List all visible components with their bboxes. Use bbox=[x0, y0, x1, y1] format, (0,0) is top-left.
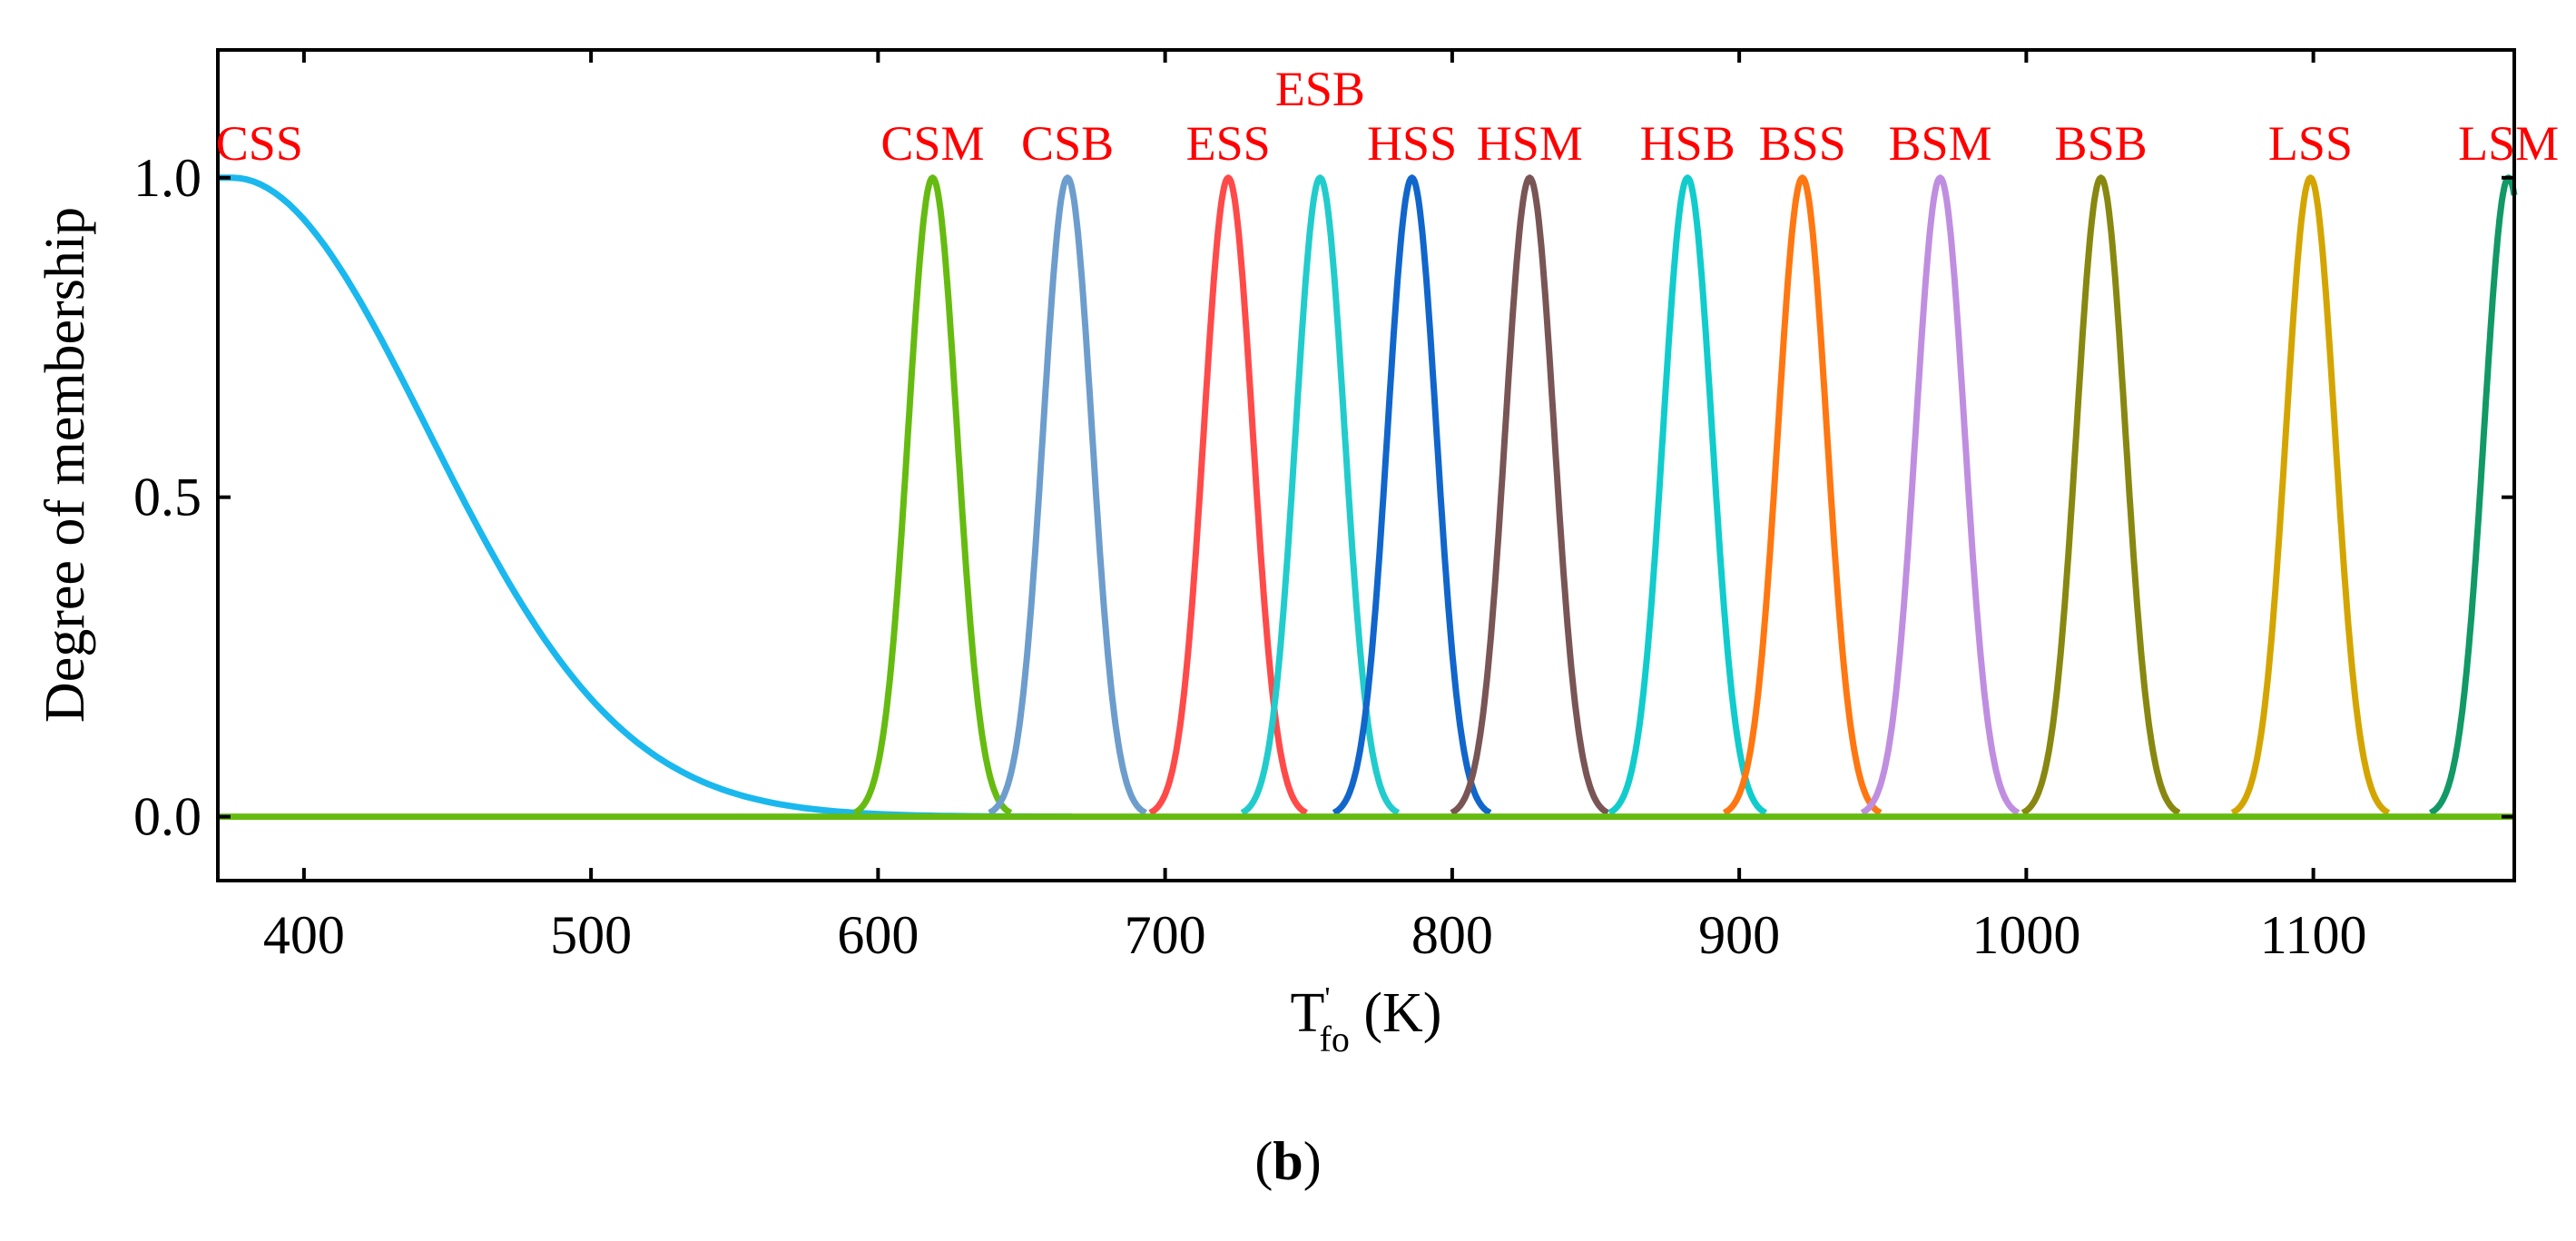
x-tick-label-700: 700 bbox=[1125, 905, 1206, 965]
x-axis-title: T' fo (K) bbox=[1291, 981, 1442, 1059]
figure-caption: (b) bbox=[0, 1130, 2576, 1193]
x-tick-label-400: 400 bbox=[263, 905, 345, 965]
series-curve-esb bbox=[1240, 174, 1401, 816]
series-curve-hss bbox=[1332, 174, 1492, 816]
curve-label-csb: CSB bbox=[1021, 116, 1114, 171]
series-curve-bsb bbox=[2020, 174, 2181, 816]
x-tick-label-800: 800 bbox=[1411, 905, 1493, 965]
series-curve-ess bbox=[1148, 174, 1309, 816]
curve-label-hsb: HSB bbox=[1640, 116, 1735, 171]
y-tick-label-1: 1.0 bbox=[133, 148, 202, 208]
series-curve-csm bbox=[852, 174, 1013, 816]
y-tick-labels: 0.0 0.5 1.0 bbox=[133, 148, 202, 847]
curve-label-hss: HSS bbox=[1367, 116, 1457, 171]
curve-label-bsm: BSM bbox=[1888, 116, 1991, 171]
series-curves bbox=[218, 174, 2518, 821]
x-tick-labels: 400 500 600 700 800 900 1000 1100 bbox=[263, 905, 2367, 965]
x-tick-label-500: 500 bbox=[550, 905, 632, 965]
axis-ticks bbox=[218, 50, 2514, 881]
curve-label-csm: CSM bbox=[880, 116, 984, 171]
series-curve-bsm bbox=[1860, 174, 2020, 816]
caption-letter: b bbox=[1273, 1131, 1303, 1191]
y-tick-label-0.5: 0.5 bbox=[133, 468, 202, 527]
series-curve-bss bbox=[1722, 174, 1883, 816]
x-axis-title-unit: (K) bbox=[1350, 982, 1442, 1044]
series-curve-hsm bbox=[1450, 174, 1610, 816]
series-curve-lss bbox=[2230, 174, 2391, 816]
x-tick-label-600: 600 bbox=[837, 905, 919, 965]
curve-label-ess: ESS bbox=[1186, 116, 1271, 171]
y-tick-label-0: 0.0 bbox=[133, 787, 202, 847]
curve-label-css: CSS bbox=[216, 116, 303, 171]
x-axis-title-sub: fo bbox=[1320, 1019, 1350, 1059]
x-axis-title-prime: ' bbox=[1324, 981, 1330, 1015]
curve-label-hsm: HSM bbox=[1477, 116, 1583, 171]
curve-label-esb: ESB bbox=[1275, 62, 1365, 116]
caption-open: ( bbox=[1254, 1131, 1273, 1191]
curve-label-lss: LSS bbox=[2268, 116, 2353, 171]
x-tick-label-1000: 1000 bbox=[1971, 905, 2080, 965]
y-axis-title: Degree of membership bbox=[34, 207, 96, 723]
series-curve-hsb bbox=[1608, 174, 1768, 816]
curve-label-bsb: BSB bbox=[2055, 116, 2148, 171]
plot-frame bbox=[216, 48, 2516, 882]
x-axis-title-base: T bbox=[1291, 982, 1325, 1044]
caption-close: ) bbox=[1303, 1131, 1322, 1191]
series-curve-csb bbox=[988, 174, 1148, 816]
x-tick-label-1100: 1100 bbox=[2260, 905, 2367, 965]
series-curve-lsm bbox=[2427, 174, 2518, 816]
x-tick-label-900: 900 bbox=[1698, 905, 1780, 965]
curve-label-bss: BSS bbox=[1759, 116, 1846, 171]
curve-label-lsm: LSM bbox=[2458, 116, 2559, 171]
